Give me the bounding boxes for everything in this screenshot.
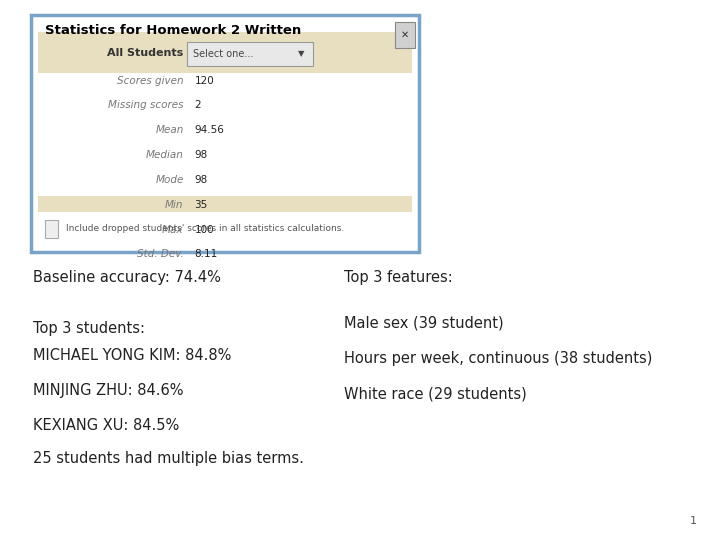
Text: ▼: ▼ (298, 50, 305, 58)
FancyBboxPatch shape (395, 22, 415, 48)
FancyBboxPatch shape (187, 42, 313, 66)
FancyBboxPatch shape (38, 196, 412, 212)
Text: Min: Min (165, 200, 184, 210)
Text: 98: 98 (194, 150, 207, 160)
FancyBboxPatch shape (45, 220, 58, 238)
Text: Baseline accuracy: 74.4%: Baseline accuracy: 74.4% (33, 270, 221, 285)
Text: Include dropped students' scores in all statistics calculations.: Include dropped students' scores in all … (66, 225, 343, 233)
Text: KEXIANG XU: 84.5%: KEXIANG XU: 84.5% (33, 418, 179, 434)
Text: Median: Median (145, 150, 184, 160)
Text: Male sex (39 student): Male sex (39 student) (344, 316, 504, 331)
Text: 35: 35 (194, 200, 207, 210)
Text: Mean: Mean (156, 125, 184, 136)
Text: Max: Max (162, 225, 184, 235)
Text: All Students: All Students (107, 48, 184, 58)
Text: MICHAEL YONG KIM: 84.8%: MICHAEL YONG KIM: 84.8% (33, 348, 232, 363)
Text: Missing scores: Missing scores (108, 100, 184, 111)
Text: Statistics for Homework 2 Written: Statistics for Homework 2 Written (45, 24, 302, 37)
Text: Std. Dev.: Std. Dev. (137, 249, 184, 260)
Text: 94.56: 94.56 (194, 125, 224, 136)
Text: White race (29 students): White race (29 students) (344, 386, 527, 401)
Text: ✕: ✕ (400, 30, 409, 39)
Text: 2: 2 (194, 100, 201, 111)
Text: Top 3 students:: Top 3 students: (33, 321, 145, 336)
Text: Mode: Mode (156, 175, 184, 185)
Text: Top 3 features:: Top 3 features: (344, 270, 453, 285)
Text: 100: 100 (194, 225, 214, 235)
Text: Select one...: Select one... (193, 49, 253, 59)
FancyBboxPatch shape (31, 15, 419, 252)
Text: 120: 120 (194, 76, 214, 86)
Text: Scores given: Scores given (117, 76, 184, 86)
Text: 8.11: 8.11 (194, 249, 217, 260)
FancyBboxPatch shape (38, 32, 412, 73)
Text: 98: 98 (194, 175, 207, 185)
Text: Hours per week, continuous (38 students): Hours per week, continuous (38 students) (344, 351, 652, 366)
Text: 1: 1 (690, 516, 697, 526)
Text: MINJING ZHU: 84.6%: MINJING ZHU: 84.6% (33, 383, 184, 399)
Text: 25 students had multiple bias terms.: 25 students had multiple bias terms. (33, 451, 304, 466)
